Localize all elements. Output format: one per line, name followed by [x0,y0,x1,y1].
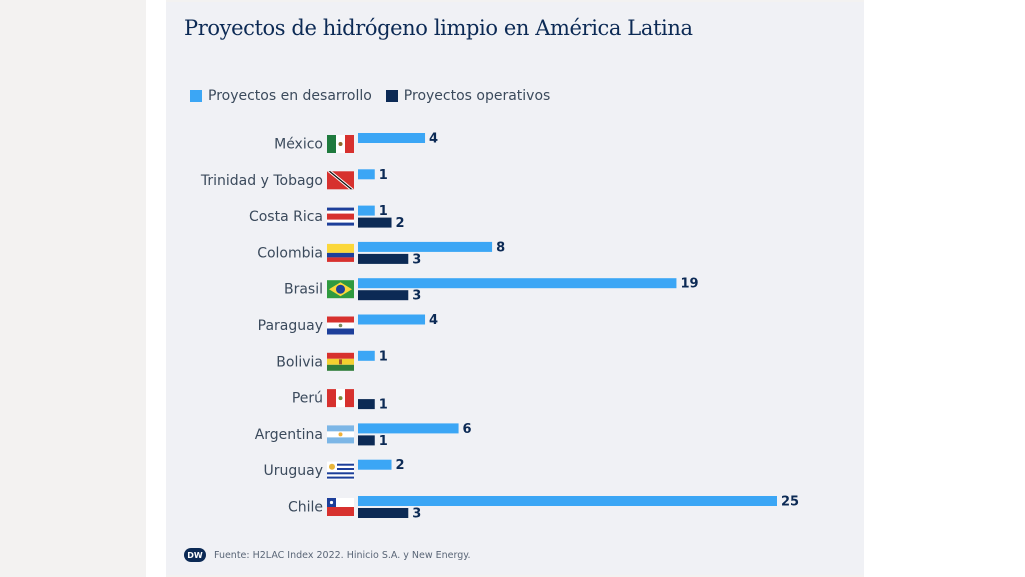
flag-stripe [327,463,354,466]
flag-stripe [327,135,336,153]
bar-desarrollo [358,496,777,506]
bar-desarrollo [358,205,375,216]
category-label: Uruguay [264,463,324,479]
category-label: Perú [292,391,323,407]
bar-desarrollo [358,133,426,143]
flag-emblem [338,142,343,146]
data-label: 3 [412,252,421,267]
bar-operativos [358,253,409,264]
bar-desarrollo [358,459,392,470]
flag-stripe [327,252,354,258]
legend-item-operativos: Proyectos operativos [385,88,551,104]
data-label: 25 [781,495,799,510]
bar-desarrollo [358,350,375,361]
category-label: Brasil [284,282,323,298]
bar-operativos [358,435,375,446]
flag-stripe [327,364,354,371]
data-label: 2 [396,216,405,231]
category-label: Bolivia [276,354,323,370]
dw-logo-icon: DW [184,548,206,562]
category-label: Chile [288,500,323,516]
category-label: Paraguay [258,318,323,334]
flag-stripe [327,257,354,262]
data-label: 19 [680,277,698,292]
category-label: Colombia [257,245,323,261]
data-label: 3 [412,507,421,522]
category-label: Argentina [255,427,323,443]
legend-label-operativos: Proyectos operativos [403,88,551,104]
data-label: 1 [379,168,388,183]
source-note: Fuente: H2LAC Index 2022. Hinicio S.A. y… [214,549,471,561]
flag-star [329,500,334,505]
flag-stripe [327,316,354,323]
flag-sun [338,432,343,437]
bar-desarrollo [358,169,375,180]
flag-stripe [327,352,354,359]
category-label: México [274,137,323,153]
data-label: 3 [412,289,421,304]
data-label: 4 [429,313,438,328]
legend-item-desarrollo: Proyectos en desarrollo [190,88,372,104]
footer: DW Fuente: H2LAC Index 2022. Hinicio S.A… [184,548,471,562]
data-label: 1 [379,398,388,413]
bar-desarrollo [358,423,459,434]
bar-operativos [358,217,392,228]
bar-desarrollo [358,241,493,252]
data-label: 2 [396,458,405,473]
data-label: 1 [379,204,388,219]
flag-stripe [327,213,354,220]
data-label: 1 [379,434,388,449]
data-label: 4 [429,132,438,147]
flag-stripe [327,468,354,470]
bar-desarrollo [358,314,426,325]
flag-stripe [327,437,354,444]
page-margin [146,0,166,577]
flag-stripe [327,472,354,475]
chart-card: Proyectos de hidrógeno limpio en América… [166,2,864,575]
flag-stripe [345,135,354,153]
legend-swatch-desarrollo [190,90,202,102]
bar-operativos [358,290,409,301]
flag-stripe [327,389,336,408]
legend: Proyectos en desarrollo Proyectos operat… [190,88,564,104]
chart-title: Proyectos de hidrógeno limpio en América… [184,16,693,40]
legend-label-desarrollo: Proyectos en desarrollo [208,88,372,104]
data-label: 6 [463,422,472,437]
category-label: Trinidad y Tobago [200,173,323,189]
flag-stripe [327,243,354,253]
flag-stripe [327,476,354,479]
flag-emblem [338,323,343,328]
flag-stripe [327,425,354,432]
flag-globe [336,284,345,294]
page-margin-right [864,0,1025,577]
flag-sun [329,463,335,470]
data-label: 1 [379,349,388,364]
flag-stripe [327,507,354,516]
flag-stripe [327,328,354,335]
bar-desarrollo [358,278,677,289]
flag-emblem [338,396,343,401]
legend-swatch-operativos [385,90,398,102]
flag-emblem [339,359,342,365]
bar-operativos [358,508,409,518]
flag-stripe [327,498,354,507]
flag-stripe [345,389,354,408]
flag-stripe [328,171,353,190]
data-label: 8 [496,240,505,255]
bar-operativos [358,399,375,410]
category-label: Costa Rica [249,209,323,225]
